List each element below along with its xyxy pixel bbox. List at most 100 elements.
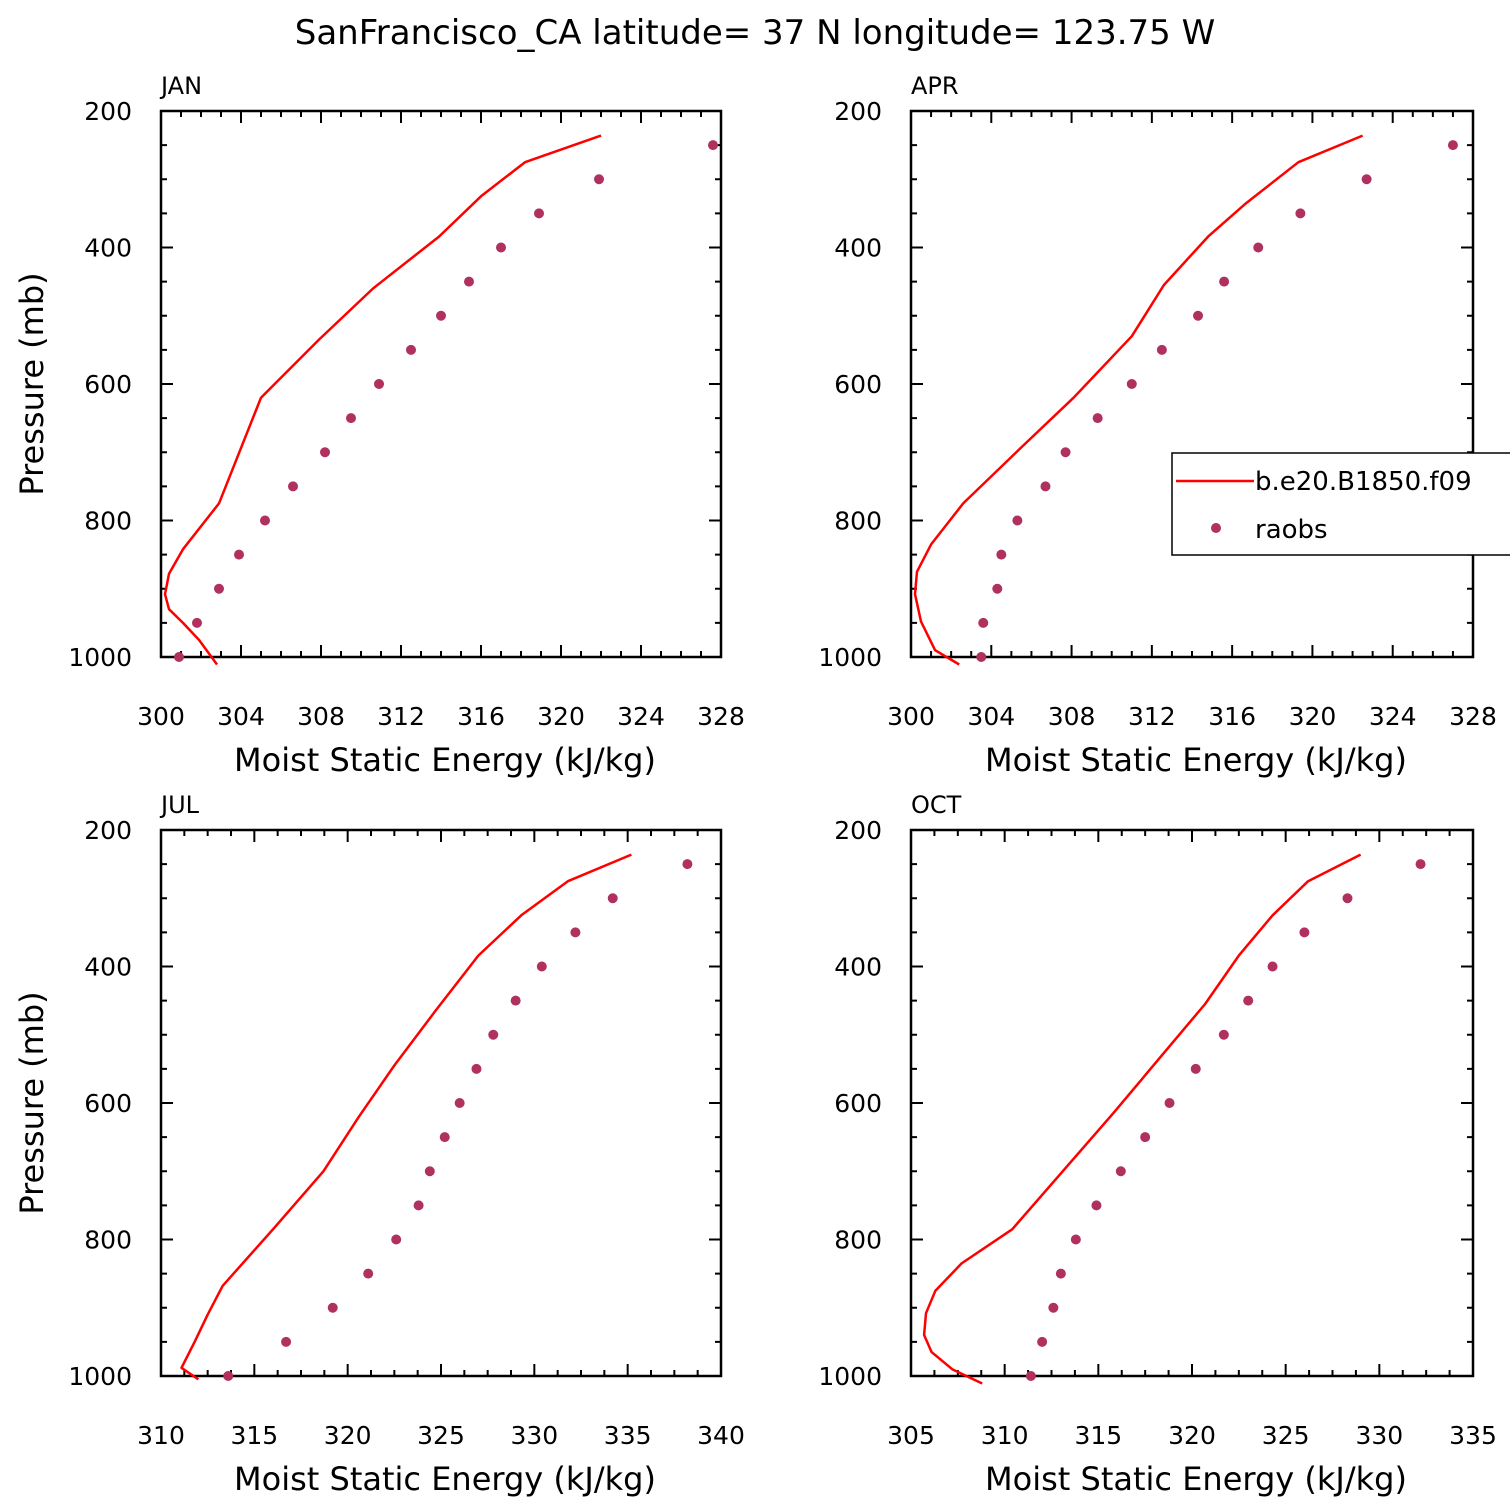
raobs-point	[1219, 276, 1230, 287]
raobs-point	[464, 276, 474, 287]
raobs-point	[510, 995, 521, 1006]
raobs-point	[1218, 1029, 1229, 1040]
y-axis-title: Pressure (mb)	[13, 991, 51, 1214]
raobs-point	[288, 481, 298, 492]
x-tick-label: 335	[1449, 1421, 1497, 1450]
y-tick-label: 800	[84, 1226, 132, 1255]
x-tick-label: 335	[604, 1421, 652, 1450]
raobs-point	[594, 174, 604, 185]
y-tick-label: 800	[834, 1226, 882, 1255]
raobs-point	[1193, 310, 1204, 321]
raobs-point	[1415, 859, 1426, 870]
legend-marker-swatch	[1211, 523, 1221, 533]
x-tick-label: 320	[324, 1421, 372, 1450]
x-tick-label: 328	[697, 702, 745, 731]
x-tick-label: 312	[377, 702, 425, 731]
y-tick-label: 800	[834, 507, 882, 536]
raobs-point	[439, 1132, 450, 1143]
plot-frame	[909, 828, 1475, 1378]
y-tick-label: 400	[834, 953, 882, 982]
y-tick-label: 1000	[818, 1362, 882, 1391]
raobs-point	[234, 549, 244, 560]
y-tick-label: 400	[834, 234, 882, 263]
raobs-point	[1342, 893, 1353, 904]
raobs-point	[1040, 481, 1051, 492]
x-tick-label: 325	[1262, 1421, 1310, 1450]
y-tick-label: 200	[834, 816, 882, 845]
raobs-point	[488, 1029, 499, 1040]
raobs-point	[174, 652, 184, 662]
figure-title: SanFrancisco_CA latitude= 37 N longitude…	[295, 13, 1216, 53]
raobs-point	[1361, 174, 1372, 185]
raobs-point	[978, 617, 989, 628]
x-axis-title: Moist Static Energy (kJ/kg)	[985, 741, 1407, 779]
x-tick-label: 300	[887, 702, 935, 731]
x-tick-label: 310	[981, 1421, 1029, 1450]
raobs-point	[1070, 1234, 1081, 1245]
x-tick-label: 304	[967, 702, 1015, 731]
panel-label: APR	[911, 72, 959, 100]
raobs-point	[1048, 1302, 1059, 1313]
x-tick-label: 340	[697, 1421, 745, 1450]
raobs-point	[424, 1166, 435, 1177]
x-tick-label: 320	[1168, 1421, 1216, 1450]
raobs-point	[1299, 927, 1310, 938]
raobs-point	[1115, 1166, 1126, 1177]
x-tick-label: 324	[1369, 702, 1417, 731]
model-line	[180, 853, 632, 1381]
raobs-point	[320, 447, 330, 458]
x-tick-label: 310	[137, 1421, 185, 1450]
raobs-point	[1243, 995, 1254, 1006]
raobs-point	[413, 1200, 424, 1211]
panel-jul: JUL 310 315 320 325 330 335 340 200 400 600 800 1000…	[13, 791, 745, 1498]
raobs-point	[992, 583, 1003, 594]
raobs-point	[1253, 242, 1264, 253]
x-tick-label: 330	[1355, 1421, 1403, 1450]
raobs-point	[1060, 447, 1071, 458]
x-tick-label: 315	[230, 1421, 278, 1450]
raobs-point	[1012, 515, 1023, 526]
x-tick-label: 320	[537, 702, 585, 731]
x-tick-label: 304	[217, 702, 265, 731]
raobs-point	[1156, 344, 1167, 355]
panel-oct: OCT 305 310 315 320 325 330 335 200 400 600 800 1000…	[818, 791, 1496, 1498]
model-line	[163, 134, 602, 666]
raobs-point	[1126, 379, 1137, 389]
raobs-point	[391, 1234, 402, 1245]
y-tick-label: 1000	[818, 643, 882, 672]
panel-apr: APR 300 304 308 312 316 320 324 328 200 400 600 800 1…	[818, 72, 1496, 779]
legend-label-model: b.e20.B1850.f09	[1255, 467, 1472, 497]
y-tick-label: 600	[84, 370, 132, 399]
raobs-point	[534, 208, 544, 219]
raobs-point	[214, 583, 224, 594]
raobs-point	[374, 379, 384, 389]
raobs-point	[1447, 140, 1458, 151]
raobs-point	[1140, 1132, 1151, 1143]
raobs-point	[346, 413, 356, 424]
model-line	[913, 134, 1364, 666]
raobs-point	[281, 1336, 292, 1347]
raobs-point	[406, 344, 416, 355]
y-tick-label: 600	[84, 1089, 132, 1118]
x-tick-label: 330	[510, 1421, 558, 1450]
legend-box	[1171, 452, 1510, 556]
raobs-point	[223, 1371, 234, 1381]
y-tick-label: 1000	[68, 643, 132, 672]
raobs-point	[1025, 1371, 1036, 1381]
raobs-point	[327, 1302, 338, 1313]
y-tick-label: 200	[834, 97, 882, 126]
raobs-point	[1164, 1098, 1175, 1108]
x-axis-title: Moist Static Energy (kJ/kg)	[985, 1460, 1407, 1498]
raobs-point	[1091, 1200, 1102, 1211]
raobs-point	[496, 242, 506, 253]
x-tick-label: 316	[1208, 702, 1256, 731]
raobs-point	[708, 140, 718, 151]
plot-frame	[159, 109, 723, 659]
raobs-point	[1190, 1063, 1201, 1074]
y-tick-label: 400	[84, 953, 132, 982]
raobs-point	[996, 549, 1007, 560]
x-tick-label: 320	[1289, 702, 1337, 731]
plot-frame	[909, 109, 1475, 659]
x-tick-label: 308	[1048, 702, 1096, 731]
panel-label: OCT	[911, 791, 962, 819]
